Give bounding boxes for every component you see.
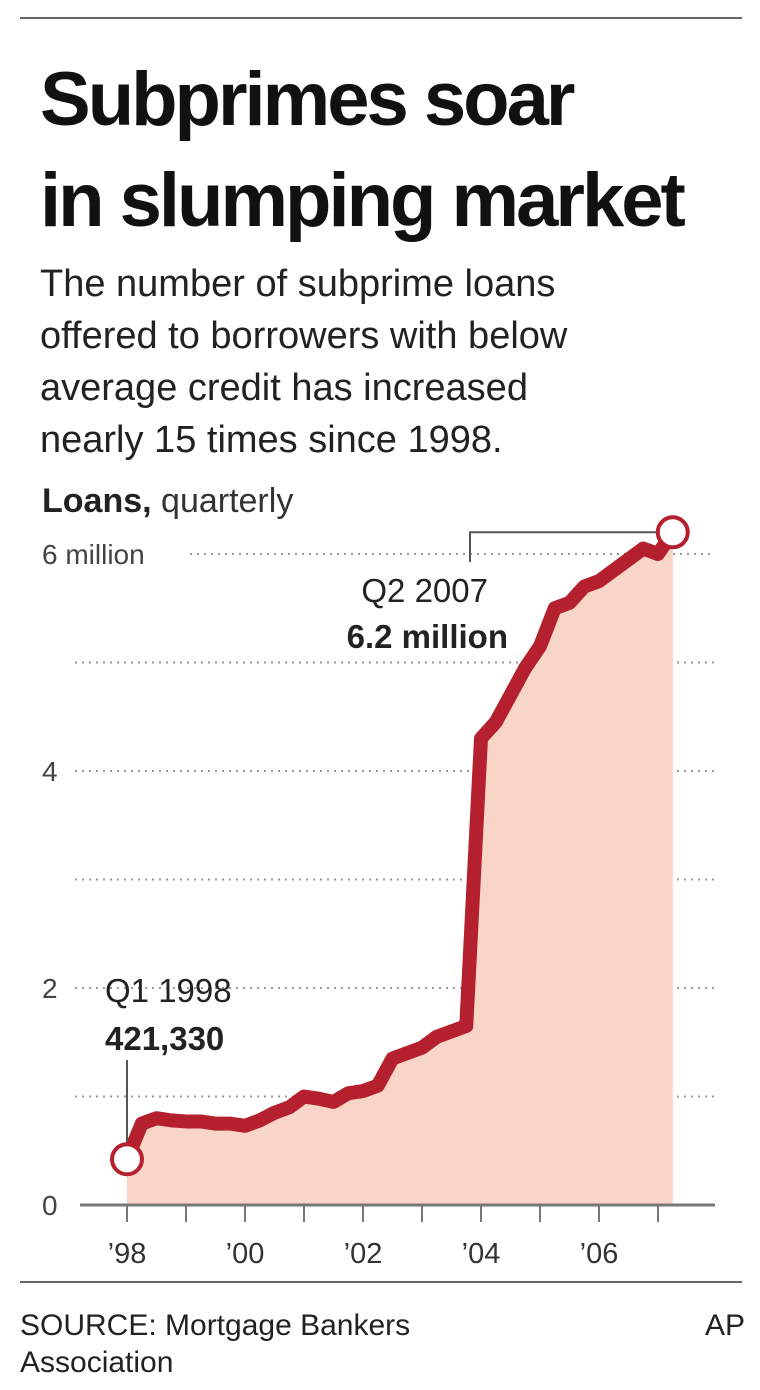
x-tick-label: ’04 [462, 1238, 501, 1270]
source: SOURCE: Mortgage Bankers [20, 1309, 410, 1342]
annotation-label: Q1 1998 [105, 972, 232, 1009]
source: Association [20, 1346, 173, 1379]
x-tick-label: ’00 [226, 1238, 265, 1270]
x-tick-label: ’98 [108, 1238, 147, 1270]
endpoint-marker [655, 515, 690, 550]
y-label: quarterly [161, 482, 293, 520]
subtitle-line: offered to borrowers with below [40, 315, 568, 357]
title-line: in slumping market [40, 158, 685, 243]
y-tick-label: 4 [42, 756, 58, 787]
y-tick-label: 0 [42, 1190, 58, 1221]
x-tick-label: ’06 [580, 1238, 619, 1270]
annotation-value: 6.2 million [347, 618, 508, 655]
y-tick-label: 6 million [42, 539, 145, 570]
x-tick-label: ’02 [344, 1238, 383, 1270]
subtitle-line: nearly 15 times since 1998. [40, 419, 503, 461]
subtitle-line: The number of subprime loans [40, 263, 555, 305]
area [127, 532, 673, 1205]
title-line: Subprimes soar [40, 57, 575, 142]
annotation-label: Q2 2007 [361, 572, 488, 609]
credit: AP [705, 1309, 745, 1342]
leader-line [469, 531, 673, 562]
line [120, 528, 679, 1162]
subtitle-line: average credit has increased [40, 367, 528, 409]
y-tick-label: 2 [42, 973, 58, 1004]
endpoint-marker [110, 1142, 144, 1177]
y-label-bold: Loans, [42, 482, 152, 520]
plot: 0 2 4 6 million ’98 ’00 ’02 ’04 ’06 Q1 1998 421,33… [42, 515, 715, 1270]
annotation-value: 421,330 [105, 1020, 224, 1057]
y-axis-label: Loans, quarterly [42, 482, 293, 520]
